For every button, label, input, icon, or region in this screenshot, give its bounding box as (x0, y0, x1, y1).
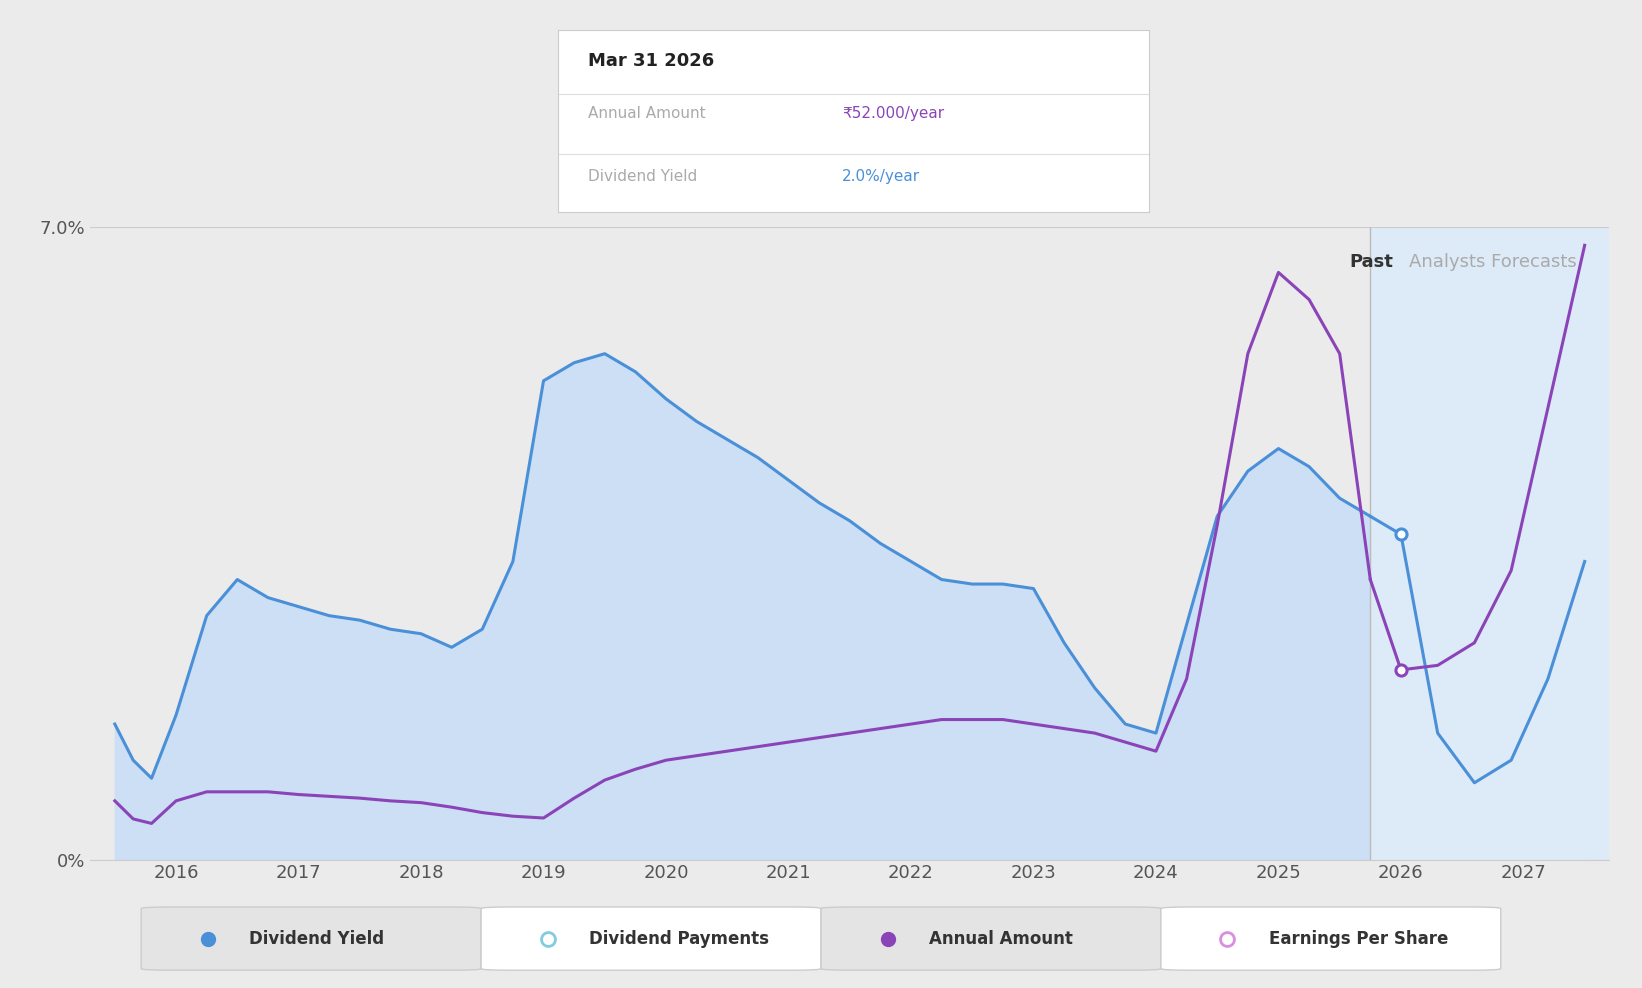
Text: Dividend Payments: Dividend Payments (589, 930, 768, 947)
Text: ₹52.000/year: ₹52.000/year (842, 107, 944, 122)
Text: Past: Past (1350, 253, 1394, 271)
Bar (1371, 227, 1609, 860)
Text: Dividend Yield: Dividend Yield (250, 930, 384, 947)
Text: Annual Amount: Annual Amount (929, 930, 1072, 947)
FancyBboxPatch shape (1161, 907, 1501, 970)
Text: Annual Amount: Annual Amount (588, 107, 706, 122)
Text: Mar 31 2026: Mar 31 2026 (588, 51, 714, 69)
Text: 2.0%/year: 2.0%/year (842, 169, 920, 184)
Text: Analysts Forecasts: Analysts Forecasts (1409, 253, 1576, 271)
Text: Dividend Yield: Dividend Yield (588, 169, 698, 184)
Text: Earnings Per Share: Earnings Per Share (1269, 930, 1448, 947)
FancyBboxPatch shape (821, 907, 1161, 970)
FancyBboxPatch shape (481, 907, 821, 970)
FancyBboxPatch shape (141, 907, 481, 970)
